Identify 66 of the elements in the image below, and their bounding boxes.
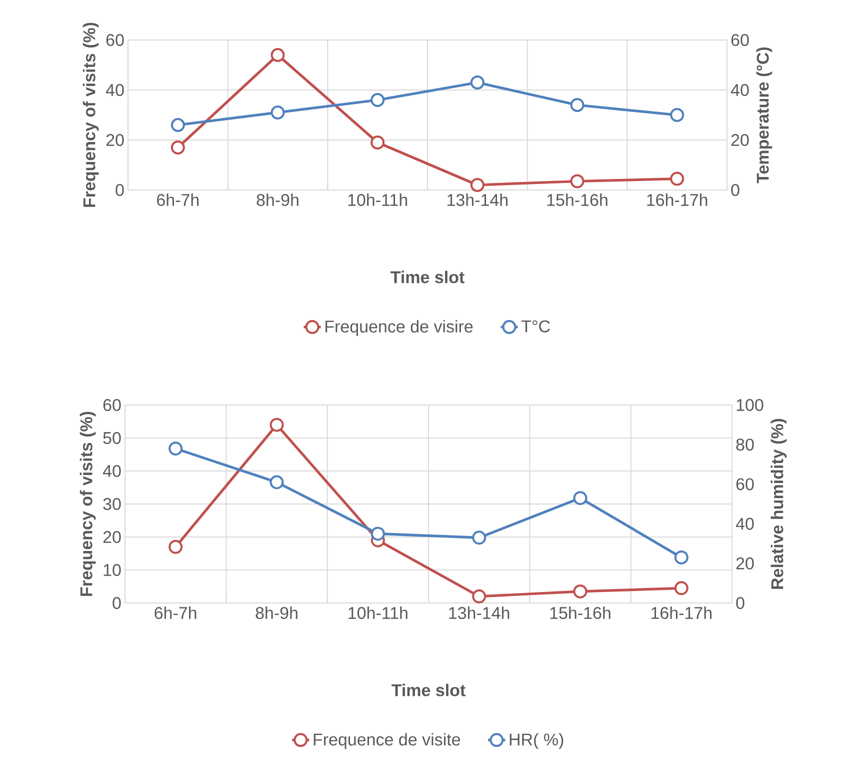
point: [170, 118, 185, 132]
y-axis-title: Frequency of visits (%): [80, 412, 96, 596]
point: [573, 491, 588, 506]
y-tick-label: 50: [103, 432, 121, 444]
y2-tick-label: 20: [731, 134, 749, 146]
y2-tick-label: 20: [736, 557, 754, 570]
point: [670, 108, 684, 122]
point: [168, 442, 183, 456]
x-tick-label: 8h-9h: [256, 194, 298, 206]
y2-tick-label: 80: [736, 438, 754, 451]
y-tick-label: 20: [106, 134, 124, 146]
y-tick-label: 60: [103, 398, 121, 412]
point: [470, 178, 484, 192]
y2-tick-label: 60: [731, 34, 749, 46]
point: [674, 550, 688, 564]
legend-label: T°C: [521, 320, 550, 332]
point: [370, 526, 385, 541]
point: [670, 172, 684, 186]
y2-tick-label: 100: [736, 398, 764, 412]
x-tick-label: 13h-14h: [448, 194, 508, 206]
point: [674, 581, 688, 596]
x-tick-label: 6h-7h: [157, 194, 199, 206]
y2-axis-title: Temperature (°C): [756, 47, 772, 184]
y-tick-label: 40: [102, 464, 121, 478]
x-axis-title: Time slot: [390, 270, 464, 284]
legend-label: Frequence de visite: [314, 733, 460, 749]
y-tick-label: 40: [106, 84, 124, 96]
point: [270, 475, 284, 490]
y-tick-label: 0: [116, 184, 124, 196]
legend-label: HR( %): [510, 733, 564, 749]
y2-tick-label: 0: [731, 184, 740, 196]
y-tick-label: 60: [106, 34, 124, 46]
point: [270, 106, 285, 120]
y2-tick-label: 40: [736, 518, 754, 530]
point: [470, 76, 484, 90]
x-tick-label: 16h-17h: [647, 194, 708, 206]
y-tick-label: 0: [112, 596, 121, 610]
y2-tick-label: 0: [736, 596, 744, 610]
y-tick-label: 20: [103, 530, 121, 544]
y-tick-label: 30: [103, 498, 121, 510]
x-tick-label: 10h-11h: [348, 194, 408, 206]
x-tick-label: 13h-14h: [449, 606, 510, 620]
point: [570, 174, 584, 188]
point: [370, 93, 385, 108]
y2-tick-label: 40: [730, 84, 749, 96]
point: [370, 136, 385, 150]
x-tick-label: 6h-7h: [154, 606, 196, 620]
x-tick-label: 15h-16h: [550, 606, 610, 620]
y-axis-title: Frequency of visits (%): [82, 22, 99, 207]
legend-label: Frequence de visire: [326, 320, 473, 336]
point: [573, 584, 588, 598]
point: [472, 589, 486, 604]
y2-axis-title: Relative humidity (%): [770, 418, 787, 589]
x-axis-title: Time slot: [392, 684, 466, 696]
x-tick-label: 16h-17h: [652, 606, 712, 620]
x-tick-label: 10h-11h: [348, 606, 408, 620]
point: [570, 98, 584, 112]
y2-tick-label: 60: [736, 478, 754, 490]
point: [472, 530, 486, 545]
x-tick-label: 8h-9h: [256, 606, 298, 620]
point: [270, 48, 285, 62]
y-tick-label: 10: [104, 564, 121, 576]
point: [168, 540, 183, 554]
point: [170, 140, 185, 155]
point: [270, 418, 284, 432]
x-tick-label: 15h-16h: [547, 194, 608, 206]
